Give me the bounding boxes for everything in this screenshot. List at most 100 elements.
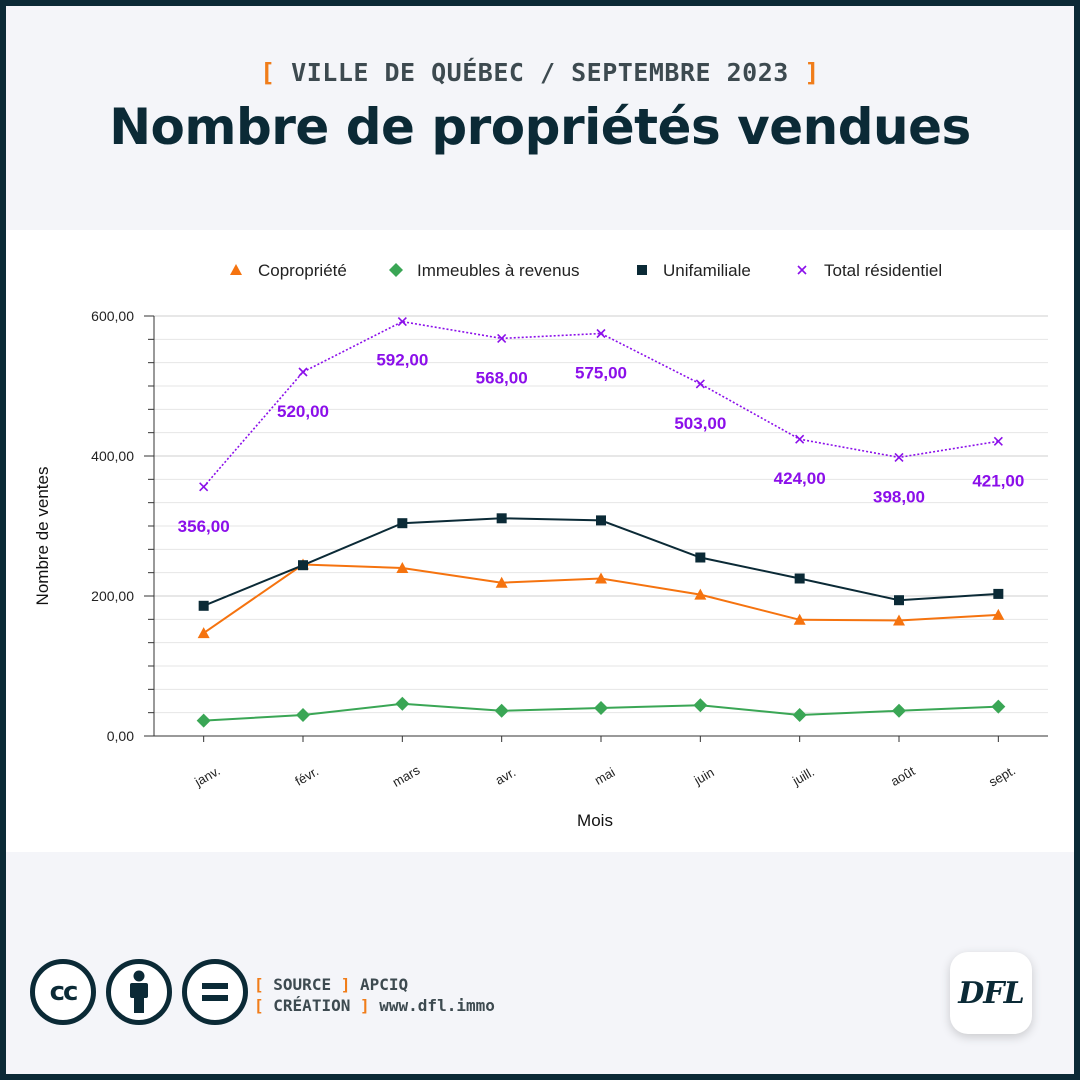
y-tick-label: 400,00: [91, 448, 134, 464]
point: [389, 263, 403, 277]
bracket: ]: [340, 975, 351, 994]
y-tick-label: 0,00: [107, 728, 134, 744]
legend-item: Total résidentiel: [797, 261, 942, 280]
kicker-text: VILLE DE QUÉBEC / SEPTEMBRE 2023: [291, 58, 789, 87]
equals-icon: [202, 983, 228, 1001]
person-icon: [130, 970, 148, 1013]
point: [993, 588, 1004, 599]
line-chart: 0,00 200,00 400,00 600,00 janv. févr. mars avr.…: [33, 261, 1048, 830]
point: [594, 701, 608, 715]
legend-item: Copropriété: [230, 261, 347, 280]
data-label: 356,00: [178, 517, 230, 536]
legend-item: Unifamiliale: [637, 261, 751, 280]
legend-label: Total résidentiel: [824, 261, 942, 280]
bracket: [: [254, 975, 264, 994]
point: [298, 367, 308, 377]
creation-label: CRÉATION: [273, 996, 351, 1015]
data-label: 424,00: [774, 469, 826, 488]
x-tick-label: juill.: [789, 764, 817, 789]
credits: [ SOURCE ] APCIQ [ CRÉATION ] www.dfl.im…: [254, 974, 495, 1016]
data-label: 421,00: [972, 471, 1024, 490]
point: [797, 265, 807, 275]
point: [396, 562, 409, 573]
point: [693, 698, 708, 713]
x-tick-label: mars: [390, 762, 423, 790]
point: [695, 552, 706, 563]
data-label: 575,00: [575, 364, 627, 383]
point: [595, 572, 607, 584]
y-tick-label: 200,00: [91, 588, 134, 604]
point: [993, 436, 1003, 446]
footer: cc [ SOURCE ] APCIQ: [6, 852, 1074, 1074]
point: [894, 452, 904, 462]
point: [199, 482, 209, 492]
data-label: 398,00: [873, 487, 925, 506]
by-icon: [106, 959, 172, 1025]
point: [892, 703, 906, 718]
legend-label: Copropriété: [258, 261, 347, 280]
page-title: Nombre de propriétés vendues: [109, 98, 971, 156]
point: [494, 703, 509, 718]
y-tick-label: 600,00: [91, 308, 134, 324]
kicker: [ VILLE DE QUÉBEC / SEPTEMBRE 2023 ]: [6, 58, 1074, 87]
bracket: ]: [359, 996, 370, 1015]
source-label: SOURCE: [273, 975, 332, 994]
kicker-close-bracket: ]: [804, 58, 820, 87]
data-label: 503,00: [674, 414, 726, 433]
point: [395, 696, 410, 711]
kicker-open-bracket: [: [260, 58, 276, 87]
x-axis-title: Mois: [577, 811, 613, 830]
x-tick-label: avr.: [493, 764, 519, 787]
point: [893, 614, 905, 626]
series-line: [203, 320, 999, 488]
point: [397, 317, 407, 327]
data-label: 568,00: [476, 368, 528, 387]
point: [497, 333, 507, 343]
series-unifamiliale: [198, 513, 1004, 611]
legend-item: Immeubles à revenus: [389, 261, 580, 280]
point: [296, 708, 310, 722]
point: [196, 713, 211, 728]
x-tick-label: août: [888, 763, 918, 789]
point: [795, 434, 805, 444]
creation-link[interactable]: www.dfl.immo: [379, 996, 495, 1015]
infographic-frame: [ VILLE DE QUÉBEC / SEPTEMBRE 2023 ] Nom…: [6, 6, 1074, 1074]
x-tick-label: juin: [691, 765, 717, 789]
series-immeubles-revenus: [196, 696, 1006, 728]
point: [694, 588, 707, 600]
x-tick-label: févr.: [292, 763, 321, 788]
point: [298, 560, 308, 571]
point: [397, 518, 408, 529]
series-copropri-t-: [197, 558, 1005, 639]
point: [991, 699, 1006, 714]
source-line: [ SOURCE ] APCIQ: [254, 974, 495, 995]
point: [793, 613, 806, 625]
point: [230, 264, 242, 275]
grid: [154, 315, 1048, 737]
point: [197, 627, 210, 639]
point: [198, 600, 209, 611]
data-label: 520,00: [277, 402, 329, 421]
point: [637, 265, 647, 275]
source-value: APCIQ: [360, 975, 409, 994]
series-total-r-sidentiel: 356,00 520,00 592,00 568,00 575,00 503,00 424,…: [178, 317, 1024, 536]
point: [495, 576, 508, 588]
legend-label: Immeubles à revenus: [417, 261, 580, 280]
point: [792, 708, 807, 722]
data-label: 592,00: [376, 351, 428, 370]
cc-text: cc: [49, 977, 79, 1007]
point: [695, 379, 705, 389]
header: [ VILLE DE QUÉBEC / SEPTEMBRE 2023 ] Nom…: [6, 6, 1074, 228]
cc-icon: cc: [30, 959, 96, 1025]
point: [992, 608, 1005, 620]
point: [496, 513, 507, 524]
legend-label: Unifamiliale: [663, 261, 751, 280]
point: [794, 573, 805, 584]
series-line: [203, 517, 999, 607]
x-tick-label: janv.: [191, 763, 222, 790]
bracket: [: [254, 996, 264, 1015]
y-axis-title: Nombre de ventes: [33, 467, 52, 606]
dfl-logo: DFL: [950, 952, 1032, 1034]
point: [596, 515, 606, 526]
license-icons: cc: [30, 959, 248, 1025]
